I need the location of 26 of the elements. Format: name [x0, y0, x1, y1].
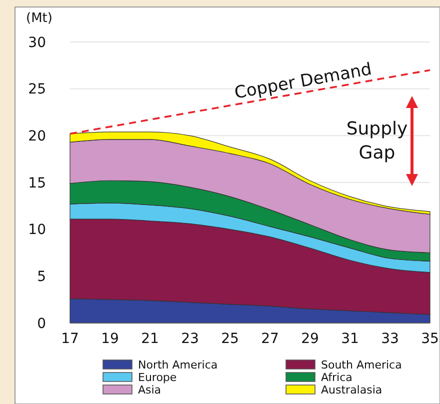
x-tick-label: 31 [341, 331, 359, 347]
y-axis-title: (Mt) [26, 11, 52, 26]
x-tick-label: 27 [261, 331, 279, 347]
x-tick-label: 23 [181, 331, 199, 347]
x-tick-label: 19 [101, 331, 119, 347]
y-tick-label: 25 [28, 82, 46, 98]
annotation: Supply Gap [346, 118, 408, 164]
text: Copper Demand [233, 60, 374, 104]
y-tick-label: 30 [28, 34, 46, 51]
y-tick-label: 0 [37, 316, 46, 332]
y-tick-label: 10 [28, 222, 46, 238]
x-tick-label: 35 [421, 331, 439, 347]
legend-label: South America [321, 358, 402, 372]
x-tick-label: 29 [301, 331, 319, 347]
legend-label: Africa [321, 371, 352, 384]
legend-label: Australasia [321, 384, 382, 396]
x-tick-label: 17 [61, 331, 79, 347]
x-tick-label: 21 [141, 331, 159, 347]
y-tick-label: 15 [28, 175, 46, 192]
legend-label: North America [138, 358, 218, 372]
legend-label: Europe [138, 371, 177, 384]
x-tick-label: 33 [381, 331, 399, 347]
legend-label: Asia [138, 384, 162, 396]
y-tick-label: 20 [28, 128, 46, 145]
y-tick-label: 5 [37, 269, 46, 286]
x-tick-label: 25 [221, 331, 239, 347]
